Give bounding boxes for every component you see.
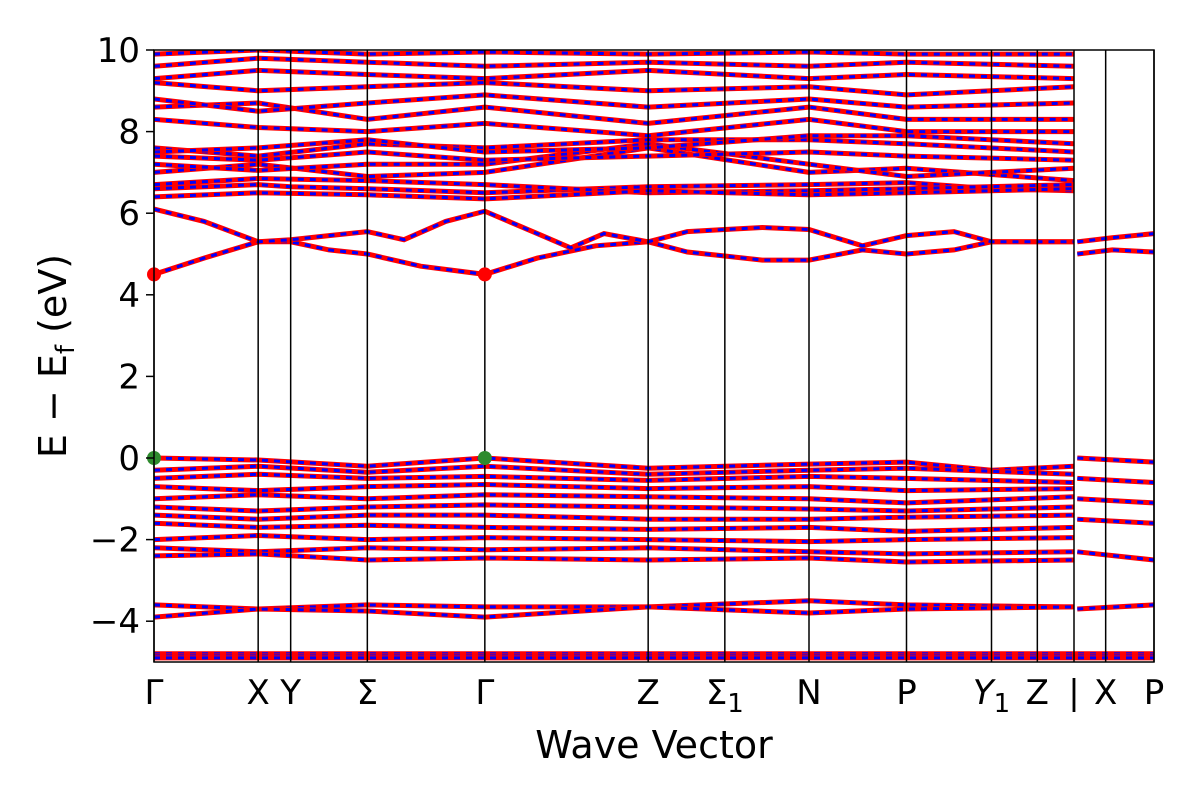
y-tick-label-5: 0 <box>118 439 140 479</box>
x-tick-label-4: Γ <box>475 673 494 713</box>
x-tick-label-1-main: X <box>247 673 270 713</box>
y-tick-label-4: 2 <box>118 357 140 397</box>
conduction-band-7-spin-down <box>154 146 1075 183</box>
valence-band-10-spin-down <box>154 552 1075 564</box>
extremum-marker-1 <box>477 267 492 282</box>
x-axis-ticks: Γ X Y Σ Γ Z Σ1 N P Y1 Z | X P <box>145 673 1165 719</box>
x-tick-label-8-main: P <box>896 673 917 713</box>
y-axis-title: E − Ef (eV) <box>31 254 81 458</box>
x-tick-label-10: Z <box>1026 673 1049 713</box>
x-tick-label-3-main: Σ <box>357 673 378 713</box>
y-tick-label-0: 10 <box>97 31 140 71</box>
y-axis-title-sub: f <box>51 344 81 354</box>
valence-band-16-spin-down <box>1077 456 1154 464</box>
y-tick-label-6: −2 <box>90 521 140 561</box>
y-tick-label-1: 8 <box>118 113 140 153</box>
x-tick-label-4-main: Γ <box>475 673 494 713</box>
conduction-band-2-spin-down <box>1077 248 1154 256</box>
x-tick-label-5-main: Z <box>637 673 660 713</box>
conduction-band-3-spin-down <box>1077 232 1154 244</box>
band-lines <box>154 50 1154 661</box>
x-tick-label-5: Z <box>637 673 660 713</box>
conduction-band-9-spin-down <box>154 150 1075 162</box>
valence-band-8-spin-down <box>154 533 1075 544</box>
conduction-band-13-spin-down <box>154 101 1074 125</box>
y-tick-label-3: 4 <box>118 276 140 316</box>
conduction-band-11-spin-down <box>154 134 1075 154</box>
valence-band-2-spin-down <box>154 472 1075 484</box>
conduction-band-14-spin-down <box>154 93 1075 113</box>
x-tick-label-6: Σ1 <box>706 673 744 719</box>
x-tick-label-2-main: Y <box>279 673 301 713</box>
x-tick-label-7: N <box>796 673 821 713</box>
x-tick-label-6-sub: 1 <box>727 689 744 719</box>
conduction-band-16-spin-down <box>154 68 1075 81</box>
conduction-band-5-spin-down <box>154 176 1075 195</box>
valence-band-1-spin-down <box>154 464 1075 476</box>
x-tick-label-13: P <box>1144 673 1165 713</box>
x-tick-label-9: Y1 <box>973 673 1010 719</box>
x-tick-label-6-main: Σ <box>706 673 727 713</box>
y-tick-label-2: 6 <box>118 194 140 234</box>
x-tick-label-3: Σ <box>357 673 378 713</box>
conduction-band-8-spin-down <box>154 142 1075 179</box>
valence-band-6-spin-down <box>154 513 1075 521</box>
plot-frame <box>153 49 1155 663</box>
x-tick-label-13-main: P <box>1144 673 1165 713</box>
x-tick-label-12-main: X <box>1094 673 1117 713</box>
valence-band-5-spin-down <box>154 503 1075 513</box>
x-tick-label-0-main: Γ <box>145 673 164 713</box>
extremum-marker-3 <box>477 451 492 465</box>
y-axis-title-main: E − E <box>31 354 75 458</box>
x-tick-label-11: | <box>1068 673 1079 713</box>
valence-band-7-spin-down <box>154 521 1075 533</box>
valence-band-9-spin-down <box>154 546 1075 556</box>
valence-band-17-spin-down <box>1077 476 1154 484</box>
conduction-band-17-spin-down <box>154 56 1075 68</box>
x-tick-label-12: X <box>1094 673 1117 713</box>
valence-band-4-spin-down <box>154 493 1075 505</box>
conduction-band-6-spin-down <box>154 187 1075 201</box>
x-tick-label-0: Γ <box>145 673 164 713</box>
x-tick-label-1: X <box>247 673 270 713</box>
x-tick-label-9-main: Y <box>973 673 996 713</box>
conduction-band-12-spin-down <box>154 117 1074 138</box>
conduction-band-15-spin-down <box>154 81 1075 97</box>
valence-band-19-spin-down <box>1077 517 1154 525</box>
x-tick-label-9-sub: 1 <box>994 689 1011 719</box>
x-tick-label-8: P <box>896 673 917 713</box>
x-tick-label-7-main: N <box>796 673 821 713</box>
valence-band-20-spin-down <box>1077 550 1154 562</box>
x-tick-label-2: Y <box>279 673 301 713</box>
valence-band-18-spin-down <box>1077 497 1154 505</box>
y-tick-label-7: −4 <box>90 602 140 642</box>
kpoint-lines <box>153 50 1155 662</box>
conduction-band-1-spin-down <box>154 207 1074 250</box>
x-tick-label-10-main: Z <box>1026 673 1049 713</box>
conduction-band-10-spin-down <box>154 138 1075 158</box>
valence-band-12-spin-down <box>154 605 1075 619</box>
x-axis-title: Wave Vector <box>535 723 773 767</box>
valence-band-3-spin-down <box>154 482 1075 493</box>
x-tick-label-11-main: | <box>1068 673 1079 713</box>
y-axis-ticks: 10 8 6 4 2 0 −2 −4 <box>90 31 154 642</box>
y-axis-title-unit: (eV) <box>31 254 75 345</box>
valence-band-21-spin-down <box>1077 603 1154 611</box>
